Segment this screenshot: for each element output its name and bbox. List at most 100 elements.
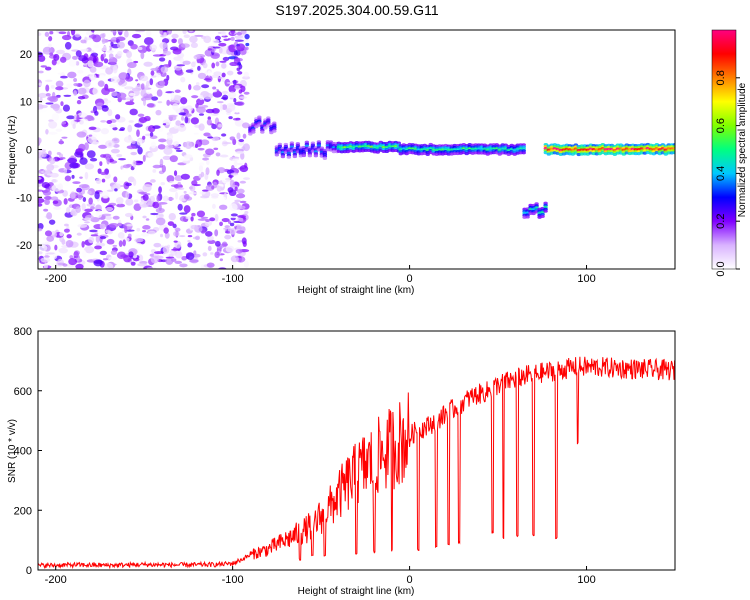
spectrogram-cell [196,98,205,106]
spectrogram-cell [211,108,220,114]
spectrogram-cell [107,108,113,117]
spectrogram-cell [173,170,178,177]
spectrogram-cell [217,228,226,234]
spectrogram-cell [45,102,54,105]
spectrogram-cell [219,258,223,262]
spectrogram-cell [166,99,171,106]
spectrogram-cell [140,89,148,98]
spectrogram-cell [73,251,79,259]
spectrogram-cell [181,255,188,261]
spectrogram-cell [149,78,154,86]
spectrogram-cell [51,113,60,121]
spectrogram-cell [38,151,44,159]
spectrogram-cell [204,49,214,57]
spectrogram-cell [168,127,179,134]
spectrogram-cell [51,179,58,183]
spectrogram-cell [96,210,103,218]
spectrogram-cell [193,54,201,60]
spectrogram-cell [207,239,216,245]
spectrogram-cell [236,224,243,232]
spectrogram-cell [184,141,193,149]
spectrogram-cell [95,178,102,185]
spectrogram-cell [224,234,232,240]
spectrogram-cell [68,257,78,266]
snr-y-tick-label: 800 [14,326,32,338]
spectrogram-cell [142,225,151,230]
spectrogram-cell [154,255,164,259]
spectrogram-cell [78,184,89,189]
spectrogram-cell [126,50,132,59]
spectrogram-cell [43,196,52,200]
spectrogram-cell [207,245,212,252]
spectrogram-cell [180,43,190,48]
spectrogram-cell [55,80,64,88]
spectrogram-cell [39,244,48,252]
spectrogram-cell [68,59,77,67]
spectrogram-cell [154,251,164,255]
spectrogram-cell [218,183,224,187]
spectrogram-cell [221,241,228,248]
spectrogram-cell [44,79,53,83]
spectrogram-cell [77,223,88,228]
spectrogram-cell [175,70,184,76]
spectrogram-cell [425,152,430,156]
spectrogram-cell [189,259,199,263]
spectrogram-cell [145,184,153,187]
spectrogram-cell [140,75,149,82]
spectrogram-cell [94,245,102,250]
spectrogram-cell [227,104,236,112]
spectrogram-cell [74,33,81,38]
spectrogram-cell [175,149,183,153]
spectrogram-cell [81,203,86,211]
spectrogram-cell [106,50,114,53]
spectrogram-cell [236,230,245,234]
spectrogram-cell [189,35,198,43]
colorbar-tick-label: 0.2 [715,214,727,229]
spectrogram-cell [79,157,88,165]
spectrogram-cell [313,154,319,158]
spectrogram-cell [140,83,145,90]
spectrogram-cell [113,176,118,183]
spectrogram-cell [147,152,154,158]
spectrogram-cell [230,213,238,217]
spectrogram-cell [214,251,220,259]
spectrogram-cell [212,46,221,49]
spectrogram-cell [239,96,248,99]
spectrogram-cell [175,191,179,200]
spectrogram-cell [137,113,145,117]
spectrogram-cell [88,197,93,205]
spectrogram-cell [222,142,232,145]
spectrogram-cell [151,75,157,78]
spectrogram-cell [109,124,117,128]
spectrogram-cell [52,103,60,111]
spectrogram-cell [97,168,102,174]
spectrogram-cell [114,188,118,192]
spectrogram-cell [38,227,43,232]
colorbar-tick-label: 0.0 [715,261,727,276]
snr-x-tick-label: -200 [45,574,67,586]
spectrogram-cell [76,114,80,123]
spectrogram-cell [187,239,191,243]
spectrogram-cell [63,180,70,186]
spectrogram-cell [219,103,223,112]
spectrogram-cell [105,215,112,220]
spectrogram-cell [102,208,106,214]
spectrogram-cell [70,210,76,216]
spectrogram-cell [104,140,115,148]
spectrogram-cell [38,55,46,62]
spectrogram-cell [169,180,174,184]
spectrogram-cell [48,219,56,225]
spectrogram-cell [214,213,219,222]
spectrogram-cell [76,232,82,236]
colorbar-tick-label: 0.8 [715,70,727,85]
spectrogram-cell [236,36,240,40]
spectrogram-cell [99,235,107,240]
figure-title: S197.2025.304.00.59.G11 [275,2,438,18]
spectrogram-cell [137,194,142,201]
spectrogram-cell [235,205,246,210]
spectrogram-cell [132,178,137,187]
spectrogram-cell [158,57,166,62]
spectrogram-cell [235,107,240,113]
spectrogram-y-tick-label: 10 [20,97,32,109]
spectrogram-cell [116,153,123,158]
